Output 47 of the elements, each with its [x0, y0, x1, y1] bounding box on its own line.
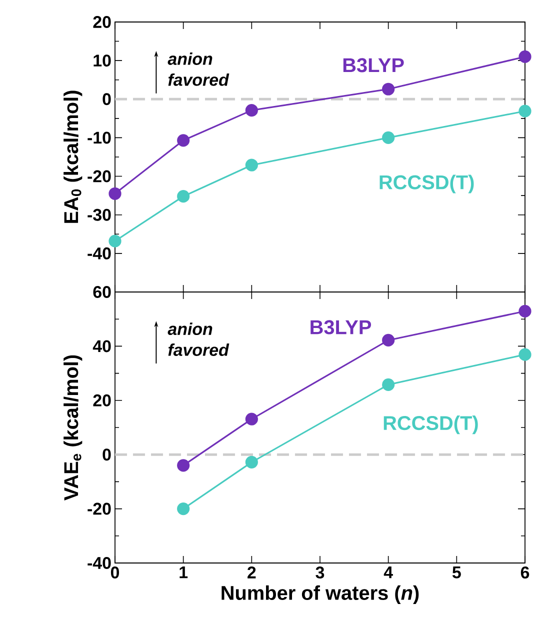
y-tick-label: -20 [88, 170, 111, 182]
x-tick-label: 0 [110, 566, 120, 579]
point [245, 412, 258, 426]
point [518, 104, 532, 118]
x-tick-label: 4 [384, 566, 393, 578]
series-label: B3LYP [343, 58, 404, 72]
series-label: RCCSD(T) [384, 415, 478, 434]
y-tick-label: 60 [93, 286, 111, 298]
point [177, 134, 190, 147]
point [245, 158, 258, 172]
x-axis-title: Number of waters (n) [222, 585, 419, 604]
series-label: RCCSD(T) [380, 174, 474, 194]
point [177, 459, 190, 472]
x-tick-label: 5 [452, 566, 461, 578]
y-tick-label: -40 [88, 247, 111, 260]
y-axis-title: EA$_{0}$ (kcal/mol) [64, 90, 82, 223]
x-tick-label: 2 [248, 566, 256, 578]
point [518, 50, 532, 64]
point [382, 82, 395, 96]
series-label: B3LYP [310, 320, 372, 334]
y-tick-label: 20 [93, 16, 111, 28]
point [382, 131, 395, 144]
y-tick-label: 0 [102, 93, 111, 106]
annotation: anion favored [168, 322, 230, 356]
y-tick-label: -10 [88, 132, 111, 144]
y-axis-title: VAE$_{e}$ (kcal/mol) [64, 355, 82, 500]
point [108, 187, 122, 200]
point [518, 304, 532, 318]
y-tick-label: 20 [93, 394, 111, 406]
point [382, 334, 395, 347]
x-tick-label: 1 [180, 566, 188, 578]
point [177, 190, 190, 203]
y-tick-label: 0 [102, 448, 111, 461]
y-tick-label: 40 [92, 340, 111, 352]
y-tick-label: -30 [88, 208, 111, 221]
y-tick-label: -40 [88, 556, 111, 569]
x-tick-label: 3 [316, 566, 324, 579]
y-tick-label: 10 [94, 54, 111, 67]
y-tick-label: -20 [88, 502, 111, 515]
x-tick-label: 6 [520, 566, 530, 579]
annotation: anion favored [168, 52, 230, 86]
point [245, 104, 258, 117]
point [518, 348, 532, 361]
point [177, 502, 190, 516]
point [108, 234, 122, 248]
point [382, 378, 395, 391]
point [245, 456, 258, 468]
